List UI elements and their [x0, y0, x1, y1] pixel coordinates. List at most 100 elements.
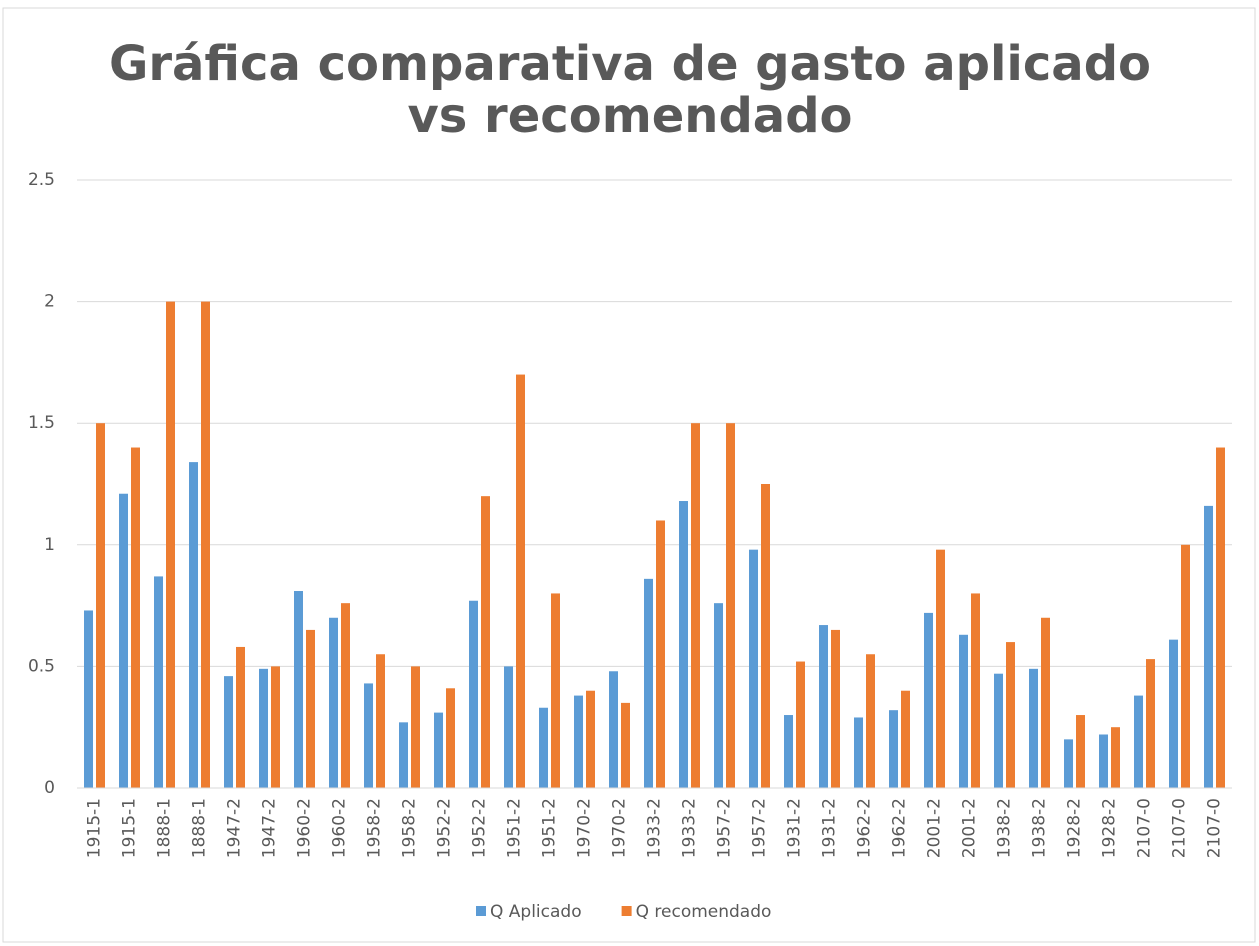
bar: [119, 493, 128, 788]
y-tick-label: 2: [44, 292, 55, 312]
bar: [644, 578, 653, 788]
bar: [1111, 727, 1120, 788]
x-tick-label: 1952-2: [435, 798, 455, 858]
bar: [411, 666, 420, 788]
bar: [504, 666, 513, 788]
x-tick-label: 1957-2: [750, 798, 770, 858]
x-tick-label: 1933-2: [680, 798, 700, 858]
bar: [574, 695, 583, 788]
bar: [376, 654, 385, 788]
x-tick-label: 1947-2: [260, 798, 280, 858]
bar: [96, 423, 105, 788]
bar: [994, 673, 1003, 788]
bar: [656, 520, 665, 788]
bar: [1006, 642, 1015, 788]
bar: [784, 715, 793, 788]
bar: [691, 423, 700, 788]
x-tick-label: 2107-0: [1170, 798, 1190, 858]
bar: [306, 629, 315, 788]
bar: [236, 646, 245, 788]
bar: [551, 593, 560, 788]
x-tick-label: 1958-2: [365, 798, 385, 858]
x-tick-label: 1962-2: [855, 798, 875, 858]
x-tick-label: 1960-2: [330, 798, 350, 858]
bar: [1029, 668, 1038, 788]
legend-label: Q Aplicado: [490, 902, 582, 922]
x-tick-label: 1888-1: [155, 798, 175, 858]
bar: [329, 617, 338, 788]
x-tick-label: 2107-0: [1205, 798, 1225, 858]
x-tick-label: 1915-1: [120, 798, 140, 858]
x-tick-label: 1938-2: [995, 798, 1015, 858]
bar: [1041, 617, 1050, 788]
bar: [1146, 659, 1155, 788]
x-tick-label: 2107-0: [1135, 798, 1155, 858]
bar: [901, 690, 910, 788]
bar: [609, 671, 618, 788]
bar: [434, 712, 443, 788]
x-tick-label: 1970-2: [610, 798, 630, 858]
bar: [131, 447, 140, 788]
bar: [539, 707, 548, 788]
bar: [854, 717, 863, 788]
bar: [1169, 639, 1178, 788]
y-tick-label: 0: [44, 778, 55, 798]
x-tick-label: 1960-2: [295, 798, 315, 858]
y-tick-label: 0.5: [28, 656, 55, 676]
bar: [1099, 734, 1108, 788]
x-tick-label: 1931-2: [820, 798, 840, 858]
bar: [971, 593, 980, 788]
bar: [924, 612, 933, 788]
bar: [1181, 544, 1190, 788]
bar: [679, 501, 688, 788]
bar: [726, 423, 735, 788]
bar: [586, 690, 595, 788]
y-tick-label: 1: [44, 535, 55, 555]
bar: [1134, 695, 1143, 788]
x-tick-label: 1957-2: [715, 798, 735, 858]
x-tick-label: 1970-2: [575, 798, 595, 858]
bar: [224, 676, 233, 788]
bar: [831, 629, 840, 788]
bar: [446, 688, 455, 788]
x-tick-label: 1958-2: [400, 798, 420, 858]
bar: [201, 301, 210, 788]
bar: [189, 462, 198, 788]
bar: [1204, 505, 1213, 788]
bar: [516, 374, 525, 788]
bar: [294, 591, 303, 788]
bar: [166, 301, 175, 788]
bar: [399, 722, 408, 788]
bar: [714, 603, 723, 788]
x-tick-label: 1933-2: [645, 798, 665, 858]
x-tick-label: 1947-2: [225, 798, 245, 858]
legend-swatch: [476, 906, 486, 916]
x-tick-label: 1962-2: [890, 798, 910, 858]
x-tick-label: 1952-2: [470, 798, 490, 858]
bar: [761, 484, 770, 788]
x-tick-label: 1888-1: [190, 798, 210, 858]
bar: [819, 625, 828, 788]
bar: [621, 702, 630, 788]
x-tick-label: 1931-2: [785, 798, 805, 858]
bar: [796, 661, 805, 788]
bar: [866, 654, 875, 788]
bar: [271, 666, 280, 788]
bar: [749, 549, 758, 788]
x-tick-label: 2001-2: [960, 798, 980, 858]
bar: [154, 576, 163, 788]
bar: [1216, 447, 1225, 788]
bar: [84, 610, 93, 788]
bar: [889, 710, 898, 788]
x-tick-label: 1928-2: [1100, 798, 1120, 858]
y-tick-label: 2.5: [28, 170, 55, 190]
x-tick-label: 1928-2: [1065, 798, 1085, 858]
bar: [1064, 739, 1073, 788]
bar: [341, 603, 350, 788]
bar: [481, 496, 490, 788]
bar: [364, 683, 373, 788]
bar: [959, 634, 968, 788]
x-tick-label: 1915-1: [85, 798, 105, 858]
bar: [1076, 715, 1085, 788]
